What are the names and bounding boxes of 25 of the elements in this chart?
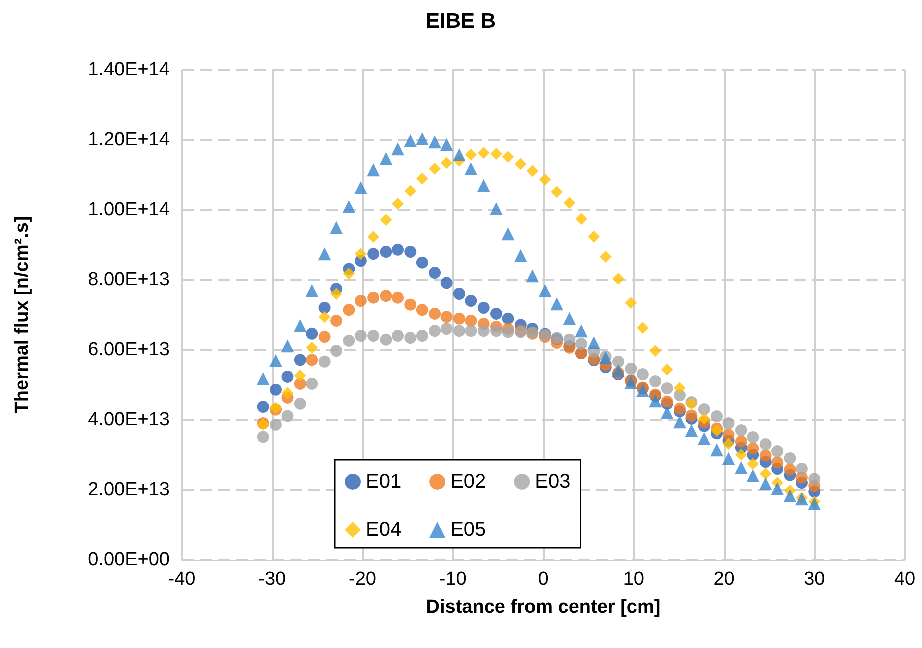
chart-title: EIBE B [426,10,496,33]
y-tick-label: 2.00E+13 [88,480,170,500]
y-axis-title: Thermal flux [n/cm².s] [12,216,33,414]
legend-label: E03 [535,471,571,493]
x-tick-label: 30 [804,569,826,590]
y-tick-label: 1.00E+14 [88,200,170,220]
y-tick-label: 1.40E+14 [88,60,170,80]
x-tick-label: 0 [538,569,549,590]
y-tick-label: 4.00E+13 [88,410,170,430]
y-tick-label: 8.00E+13 [88,270,170,290]
x-tick-label: -40 [168,569,196,590]
x-tick-label: -20 [349,569,376,590]
x-tick-label: 40 [894,569,916,590]
x-tick-label: -10 [439,569,467,590]
legend-label: E04 [366,519,402,541]
legend-label: E02 [450,471,486,493]
x-tick-label: 10 [623,569,644,590]
legend-label: E05 [450,519,486,541]
y-tick-label: 1.20E+14 [88,130,170,150]
y-tick-label: 0.00E+00 [88,550,170,570]
y-tick-label: 6.00E+13 [88,340,170,360]
x-tick-label: 20 [714,569,735,590]
legend-label: E01 [366,471,402,493]
x-tick-label: -30 [258,569,286,590]
x-axis-title: Distance from center [cm] [426,597,661,618]
